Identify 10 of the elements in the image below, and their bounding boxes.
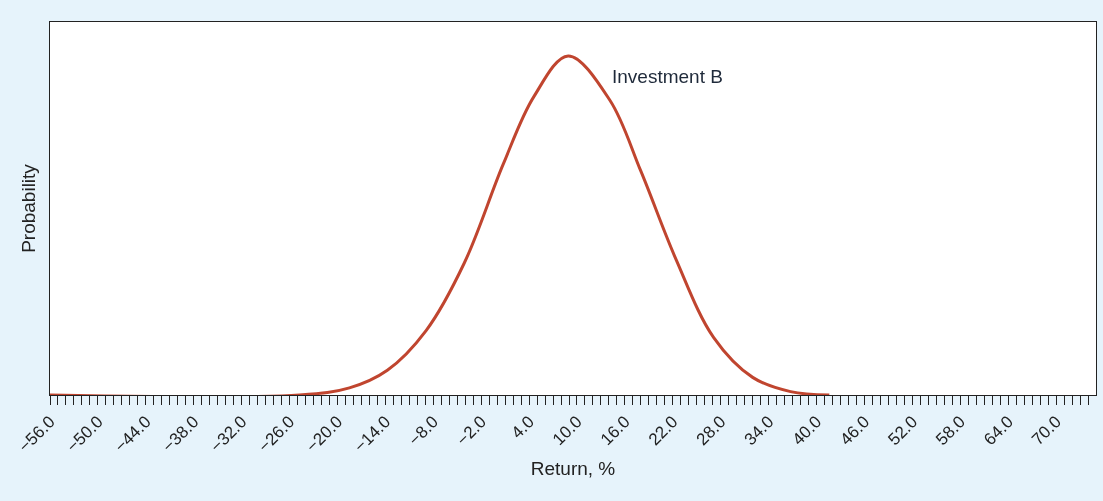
x-tick-label: −8.0 (404, 412, 443, 450)
x-tick-label: −2.0 (452, 412, 491, 450)
x-tick-label: 4.0 (507, 412, 538, 443)
y-axis-title: Probability (17, 163, 39, 253)
x-axis-title: Return, % (530, 457, 616, 479)
x-tick-label: 40.0 (788, 412, 826, 450)
x-tick-label: 46.0 (836, 412, 874, 450)
x-tick-label: 70.0 (1028, 412, 1065, 450)
x-tick-label: 64.0 (980, 412, 1018, 450)
series-label: Investment B (612, 66, 723, 87)
